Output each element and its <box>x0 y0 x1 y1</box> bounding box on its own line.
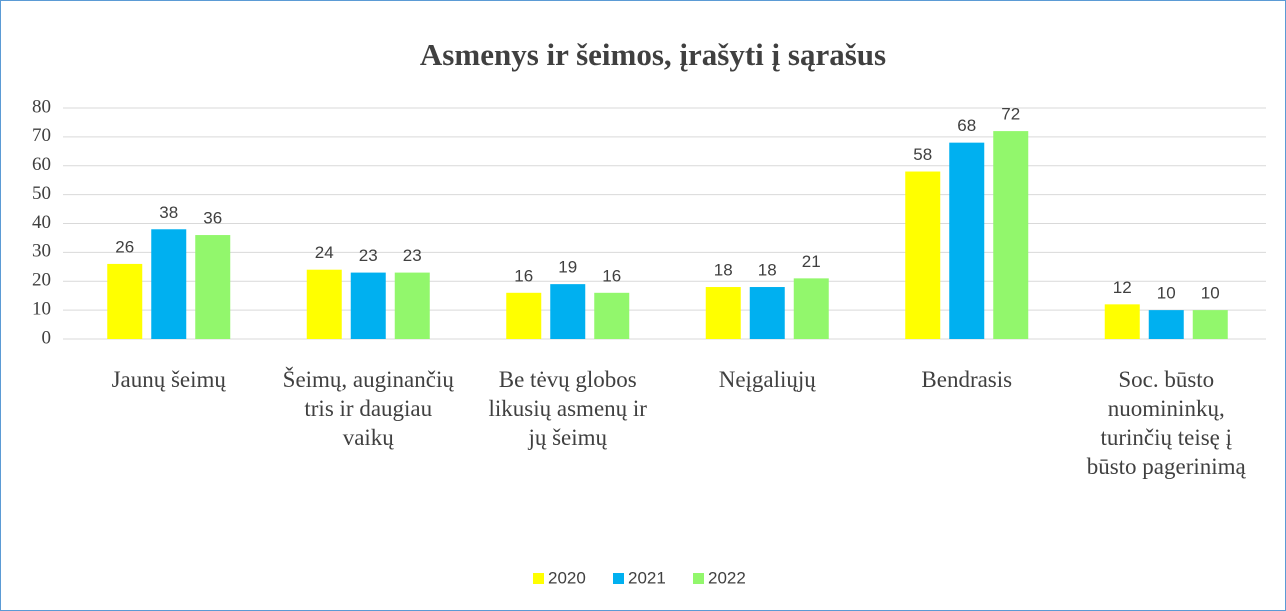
y-tick-label: 40 <box>32 212 51 233</box>
y-tick-label: 10 <box>32 298 51 319</box>
bar <box>594 292 630 339</box>
legend-label: 2020 <box>548 568 586 587</box>
chart-title: Asmenys ir šeimos, įrašyti į sąrašus <box>420 37 886 72</box>
data-label: 19 <box>558 258 577 277</box>
bar <box>949 142 985 339</box>
data-label: 58 <box>913 145 932 164</box>
data-label: 18 <box>714 261 733 280</box>
legend-label: 2021 <box>628 568 666 587</box>
data-label: 68 <box>957 116 976 135</box>
data-label: 12 <box>1113 278 1132 297</box>
data-label: 36 <box>203 209 222 228</box>
x-tick-label: Jaunų šeimų <box>111 367 226 392</box>
bar <box>993 131 1029 339</box>
data-label: 21 <box>802 252 821 271</box>
data-label: 16 <box>514 266 533 285</box>
bar <box>107 263 143 339</box>
bar <box>905 171 941 339</box>
y-tick-label: 30 <box>32 241 51 262</box>
bar <box>705 287 741 339</box>
bar <box>151 229 187 339</box>
y-tick-label: 60 <box>32 154 51 175</box>
legend-label: 2022 <box>708 568 746 587</box>
data-label: 18 <box>758 261 777 280</box>
bar <box>550 284 586 339</box>
data-label: 38 <box>159 203 178 222</box>
data-label: 26 <box>115 237 134 256</box>
x-tick-label: Neįgaliųjų <box>718 367 816 392</box>
y-tick-label: 50 <box>32 183 51 204</box>
data-label: 10 <box>1157 284 1176 303</box>
bar <box>1104 304 1140 339</box>
y-tick-label: 0 <box>42 327 52 348</box>
bar <box>1148 310 1184 339</box>
legend-swatch <box>693 573 704 584</box>
bar <box>350 272 386 339</box>
x-tick-label: Šeimų, auginančių tris ir daugiau vaikų <box>282 367 454 450</box>
bar <box>306 269 342 339</box>
bar <box>1192 310 1228 339</box>
data-label: 72 <box>1001 105 1020 124</box>
data-label: 16 <box>602 266 621 285</box>
y-tick-label: 80 <box>32 96 51 117</box>
x-tick-label: Be tėvų globos likusių asmenų ir jų šeim… <box>488 367 647 450</box>
data-label: 10 <box>1201 284 1220 303</box>
legend-swatch <box>533 573 544 584</box>
bar <box>793 278 829 339</box>
bar <box>394 272 430 339</box>
legend-swatch <box>613 573 624 584</box>
bar <box>195 235 231 339</box>
bar <box>749 287 785 339</box>
bar <box>506 292 542 339</box>
data-label: 23 <box>359 246 378 265</box>
y-tick-label: 20 <box>32 270 51 291</box>
x-tick-label: Soc. būsto nuomininkų, turinčių teisę į … <box>1086 367 1246 479</box>
y-tick-label: 70 <box>32 125 51 146</box>
x-tick-label: Bendrasis <box>921 367 1013 392</box>
data-label: 23 <box>403 246 422 265</box>
data-label: 24 <box>315 243 334 262</box>
